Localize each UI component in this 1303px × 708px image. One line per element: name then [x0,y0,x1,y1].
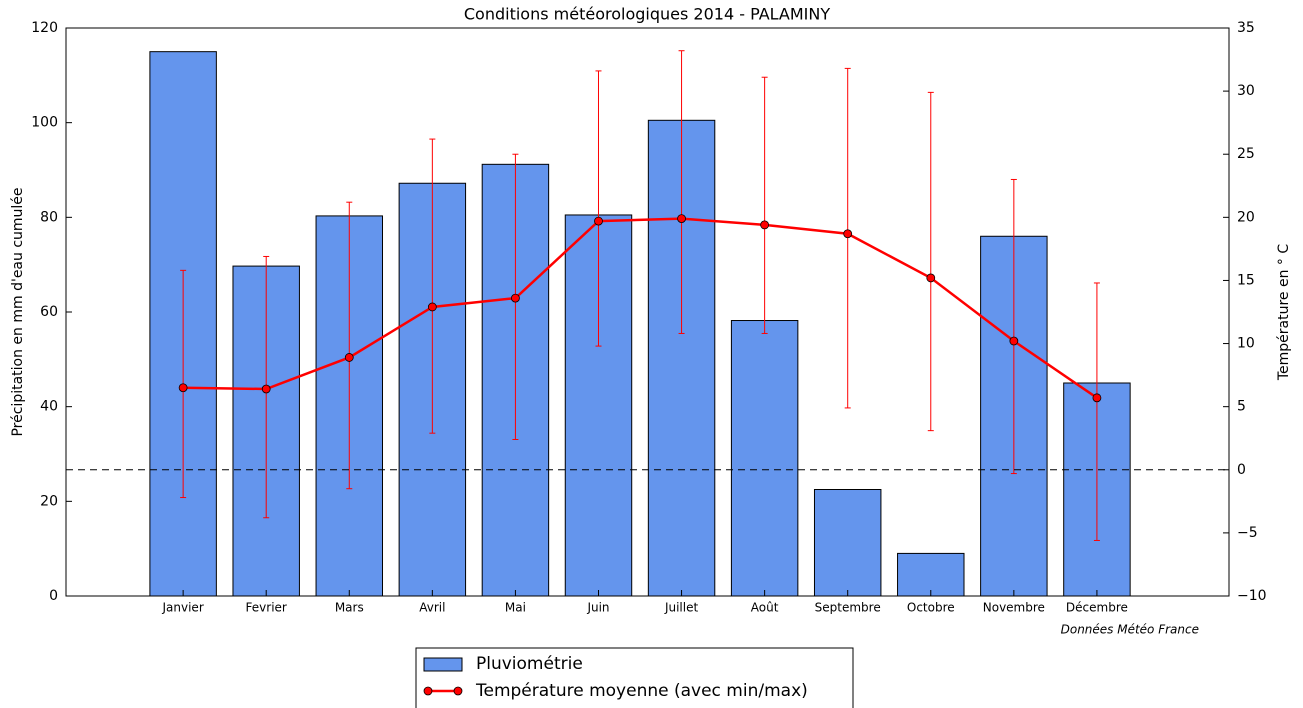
legend-label: Température moyenne (avec min/max) [475,681,808,701]
x-tick-label: Fevrier [246,601,287,615]
y2-tick-label: 30 [1237,83,1255,99]
y-tick-label: 80 [40,209,58,225]
y-tick-label: 100 [31,115,58,131]
marker [1009,336,1019,346]
legend-marker [423,686,433,696]
x-tick-label: Mai [505,601,526,615]
y2-tick-label: −10 [1237,588,1267,604]
marker [594,216,603,226]
y2-tick-label: −5 [1237,525,1258,541]
y2-tick-label: 25 [1237,146,1255,162]
marker [760,220,770,230]
x-tick-label: Septembre [815,601,881,615]
y-axis-label: Précipitation en mm d'eau cumulée [10,187,26,436]
bar [897,552,965,597]
marker [1092,393,1102,403]
y2-axis-label: Température en ° C [1276,244,1292,382]
x-tick-label: Novembre [983,601,1045,615]
legend-label: Pluviométrie [476,654,583,674]
legend-box [415,647,854,708]
y-tick-label: 0 [49,588,58,604]
x-tick-label: Décembre [1066,601,1128,615]
x-tick-label: Juillet [664,601,699,615]
plot-frame [65,27,1230,597]
y-tick-label: 20 [40,493,58,509]
legend-marker [453,686,463,696]
x-tick-label: Août [751,601,779,615]
x-tick-label: Avril [419,601,445,615]
marker [511,293,520,303]
marker [261,384,271,394]
bar [813,489,882,597]
y2-tick-label: 20 [1237,209,1255,225]
y2-tick-label: 35 [1237,20,1255,36]
x-tick-label: Janvier [162,601,204,615]
annotation: Données Météo France [1061,623,1199,637]
y2-tick-label: 0 [1237,462,1246,478]
y-tick-label: 120 [31,20,58,36]
marker [427,302,437,312]
chart-title: Conditions météorologiques 2014 - PALAMI… [464,5,830,24]
line [183,217,1098,399]
y2-tick-label: 15 [1237,272,1255,288]
y2-tick-label: 10 [1237,336,1255,352]
bar [730,320,799,597]
y-tick-label: 40 [40,399,58,415]
marker [843,229,853,239]
y-tick-label: 60 [40,304,58,320]
marker [926,273,936,283]
x-tick-label: Octobre [907,601,955,615]
x-tick-label: Juin [586,601,609,615]
marker [178,383,188,393]
marker [677,214,686,223]
y2-tick-label: 5 [1237,399,1246,415]
x-tick-label: Mars [335,601,364,615]
legend-swatch [423,657,463,672]
marker [344,353,354,362]
